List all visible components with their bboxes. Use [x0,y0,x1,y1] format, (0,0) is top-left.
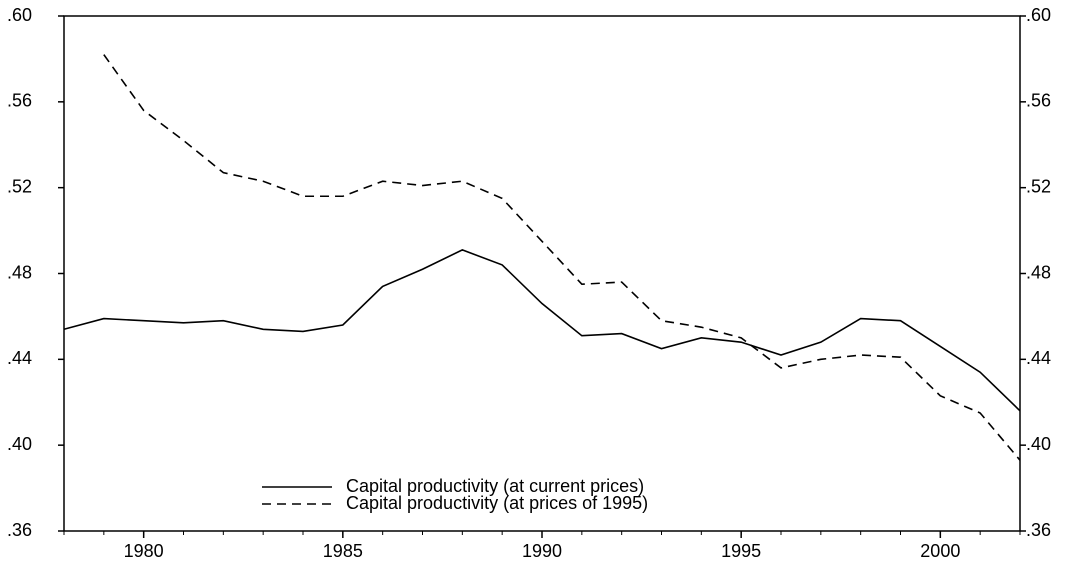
y-tick-label: .48 [7,262,32,282]
y-tick-label: .60 [7,5,32,25]
series-line [103,54,1021,461]
legend-label: Capital productivity (at prices of 1995) [346,493,648,513]
x-tick-label: 1980 [124,541,164,561]
y-tick-label: .56 [7,91,32,111]
x-tick-label: 1995 [721,541,761,561]
series-line [63,249,1021,412]
y-tick-label: .40 [7,434,32,454]
x-tick-label: 2000 [920,541,960,561]
y2-tick-label: .40 [1026,434,1051,454]
y-tick-label: .52 [7,176,32,196]
y-tick-label: .36 [7,520,32,540]
y2-tick-label: .52 [1026,176,1051,196]
y2-tick-label: .44 [1026,348,1051,368]
y2-tick-label: .48 [1026,262,1051,282]
legend-label: Capital productivity (at current prices) [346,476,644,496]
y2-tick-label: .60 [1026,5,1051,25]
x-tick-label: 1985 [323,541,363,561]
plot-frame [63,15,1021,532]
y-tick-label: .44 [7,348,32,368]
y2-tick-label: .56 [1026,91,1051,111]
x-tick-label: 1990 [522,541,562,561]
y2-tick-label: .36 [1026,520,1051,540]
